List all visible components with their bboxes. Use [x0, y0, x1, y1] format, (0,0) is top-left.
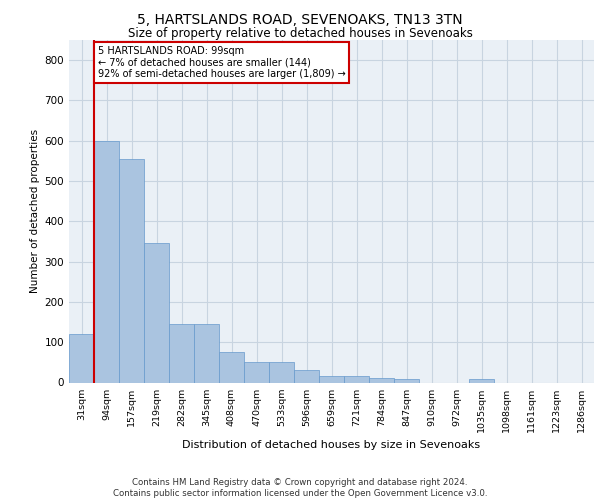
Bar	[319, 376, 344, 382]
Bar	[269, 362, 294, 382]
Bar	[469, 380, 494, 382]
Bar	[144, 244, 169, 382]
Bar	[244, 362, 269, 382]
Bar	[119, 159, 144, 382]
Bar	[194, 324, 219, 382]
Bar	[169, 324, 194, 382]
Bar	[369, 378, 394, 382]
Text: Contains HM Land Registry data © Crown copyright and database right 2024.
Contai: Contains HM Land Registry data © Crown c…	[113, 478, 487, 498]
Bar	[219, 352, 244, 382]
Bar	[394, 380, 419, 382]
Bar	[69, 334, 94, 382]
Bar	[344, 376, 369, 382]
Text: 5 HARTSLANDS ROAD: 99sqm
← 7% of detached houses are smaller (144)
92% of semi-d: 5 HARTSLANDS ROAD: 99sqm ← 7% of detache…	[98, 46, 346, 79]
Y-axis label: Number of detached properties: Number of detached properties	[31, 129, 40, 294]
Text: Size of property relative to detached houses in Sevenoaks: Size of property relative to detached ho…	[128, 28, 472, 40]
X-axis label: Distribution of detached houses by size in Sevenoaks: Distribution of detached houses by size …	[182, 440, 481, 450]
Bar	[294, 370, 319, 382]
Text: 5, HARTSLANDS ROAD, SEVENOAKS, TN13 3TN: 5, HARTSLANDS ROAD, SEVENOAKS, TN13 3TN	[137, 12, 463, 26]
Bar	[94, 140, 119, 382]
